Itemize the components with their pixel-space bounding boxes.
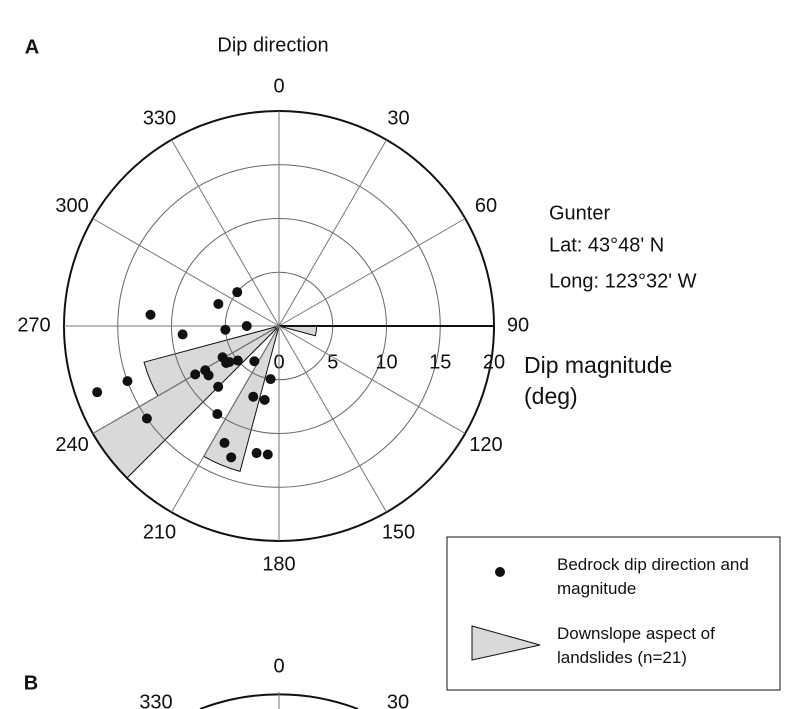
- data-point: [220, 324, 231, 335]
- chart-title: Dip direction: [217, 34, 328, 56]
- data-point: [212, 409, 223, 420]
- r-tick-label: 5: [327, 351, 338, 373]
- r-tick-label: 20: [483, 351, 505, 373]
- data-point: [259, 394, 270, 405]
- angle-label: 150: [382, 521, 415, 543]
- data-point: [226, 452, 237, 463]
- data-point: [224, 357, 235, 368]
- legend-box: [446, 536, 781, 691]
- angle-label: 30: [387, 107, 409, 129]
- data-point: [249, 356, 260, 367]
- wedge: [278, 325, 318, 337]
- data-point: [241, 321, 252, 331]
- grid-spoke: [92, 325, 280, 434]
- r-tick-label: 15: [429, 351, 451, 373]
- data-point: [265, 374, 276, 385]
- angle-label: 0: [273, 75, 284, 97]
- angle-label: 30: [387, 691, 409, 709]
- grid-spoke: [278, 139, 387, 327]
- panel-label: A: [25, 36, 39, 58]
- angle-label: 60: [475, 195, 497, 217]
- angle-label: 240: [55, 434, 88, 456]
- data-point: [145, 309, 156, 320]
- grid-spoke: [278, 325, 466, 434]
- data-point: [177, 329, 188, 340]
- annotation: Lat: 43°48' N: [549, 234, 664, 256]
- angle-label: 210: [143, 521, 176, 543]
- angle-label: 270: [17, 314, 50, 336]
- r-tick-label: 10: [375, 351, 397, 373]
- grid-spoke: [278, 218, 466, 327]
- data-point: [141, 413, 152, 424]
- data-point: [213, 298, 224, 309]
- data-point: [232, 287, 243, 298]
- legend-wedge: [471, 625, 541, 661]
- angle-label: 180: [262, 553, 295, 575]
- angle-label: 330: [139, 691, 172, 709]
- legend-label: Downslope aspect of landslides (n=21): [557, 624, 715, 667]
- r-axis-label: Dip magnitude (deg): [524, 352, 673, 409]
- legend-label: Bedrock dip direction and magnitude: [557, 555, 749, 598]
- angle-label: 330: [143, 107, 176, 129]
- legend-dot: [495, 567, 505, 577]
- data-point: [232, 355, 243, 366]
- data-point: [92, 387, 103, 398]
- panel-label: B: [24, 672, 38, 694]
- annotation: Gunter: [549, 202, 610, 224]
- grid-spoke: [92, 218, 280, 327]
- data-point: [190, 369, 201, 380]
- angle-label: 120: [469, 434, 502, 456]
- data-point: [219, 437, 230, 448]
- data-point: [122, 376, 133, 387]
- grid-spoke: [171, 325, 280, 513]
- angle-label: 0: [273, 655, 284, 677]
- angle-label: 300: [55, 195, 88, 217]
- data-point: [262, 449, 273, 460]
- annotation: Long: 123°32' W: [549, 270, 697, 292]
- grid-spoke: [278, 325, 387, 513]
- data-point: [251, 448, 262, 459]
- grid-spoke: [171, 139, 280, 327]
- data-point: [248, 391, 259, 402]
- data-point: [213, 381, 224, 392]
- angle-label: 90: [507, 314, 529, 336]
- data-point: [203, 370, 214, 381]
